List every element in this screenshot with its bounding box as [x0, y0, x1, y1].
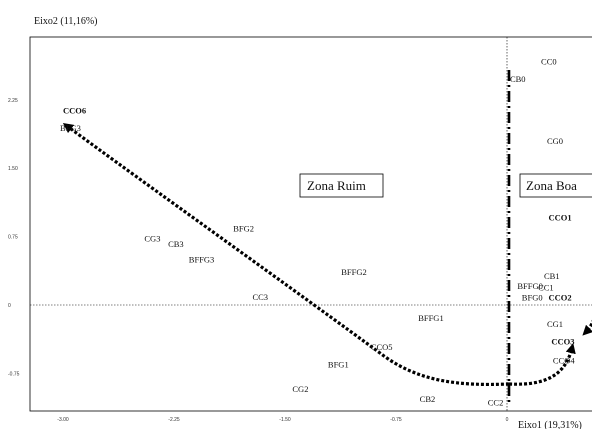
point-label: BFG2 — [233, 223, 254, 233]
plot-frame — [29, 36, 592, 412]
y-tick-label: 0.75 — [8, 235, 18, 241]
point-label: CCO1 — [548, 212, 571, 222]
point-label: BFG1 — [328, 359, 349, 369]
point-label: CC3 — [252, 292, 268, 302]
point-label: BFFG3 — [189, 254, 215, 264]
point-label: BFFG0 — [517, 281, 543, 291]
point-label: CCO3 — [551, 336, 574, 346]
x-tick-label: -1.50 — [279, 417, 291, 423]
x-tick-label: -2.25 — [168, 417, 180, 423]
point-label: BFFG1 — [418, 313, 444, 323]
point-label: CCO2 — [548, 293, 571, 303]
x-tick-labels: -3.00 -2.25 -1.50 -0.75 0 — [57, 417, 508, 423]
y-tick-label: 1.50 — [8, 166, 18, 172]
point-label: CB3 — [168, 239, 184, 249]
point-label: CG0 — [547, 136, 563, 146]
y-axis-title: Eixo2 (11,16%) — [34, 16, 98, 27]
point-label: CB0 — [510, 74, 526, 84]
point-label: CG2 — [292, 384, 308, 394]
point-label: CB1 — [544, 271, 560, 281]
point-label: CCO5 — [371, 342, 393, 352]
zone-ruim-label: Zona Ruim — [307, 178, 366, 193]
trajectory-arrow-left — [62, 122, 510, 387]
point-label: CCO4 — [553, 356, 575, 366]
point-label: CG1 — [547, 319, 563, 329]
point-label: CG3 — [144, 233, 160, 243]
x-tick-label: 0 — [506, 417, 509, 423]
point-label: CC1 — [538, 283, 554, 293]
zone-ruim-box — [299, 173, 384, 198]
y-tick-label: -0.75 — [8, 371, 20, 377]
point-label: CB2 — [420, 394, 436, 404]
x-tick-label: -0.75 — [390, 417, 402, 423]
point-label: BFFG2 — [341, 267, 367, 277]
point-label: CC0 — [541, 56, 557, 66]
point-label: CC2 — [488, 398, 504, 408]
trajectory-arrow-right — [508, 343, 576, 386]
y-tick-labels: 2.25 1.50 0.75 0 -0.75 — [8, 98, 20, 378]
zone-boa-label: Zona Boa — [526, 178, 577, 193]
y-tick-label: 0 — [8, 303, 11, 309]
point-label: BFG3 — [60, 123, 81, 133]
x-tick-label: -3.00 — [57, 417, 69, 423]
point-label: CCO6 — [63, 106, 86, 116]
zone-boa-box — [519, 173, 592, 198]
point-label: BFG0 — [522, 293, 543, 303]
point-labels: CC0 CB0 CCO6 BFG3 CG0 CCO1 BFG2 CG3 CB3 BFFG3 BFFG… — [60, 56, 575, 407]
x-axis-title: Eixo1 (19,31%) — [518, 420, 582, 429]
y-tick-label: 2.25 — [8, 98, 18, 104]
